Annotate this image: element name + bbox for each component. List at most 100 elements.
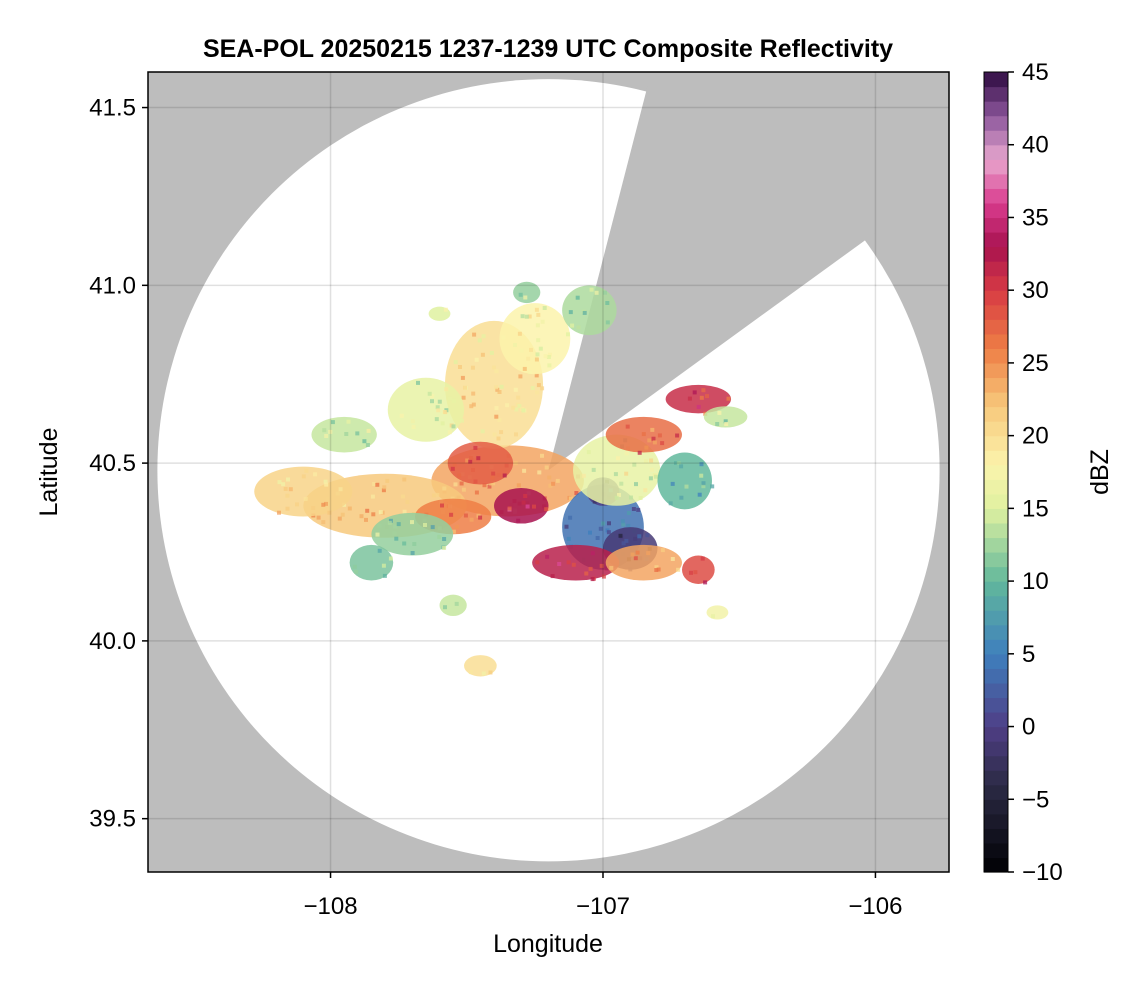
echo-pixel [576, 325, 581, 330]
echo-pixel [656, 567, 661, 572]
echo-pixel [378, 510, 383, 515]
chart-title: SEA-POL 20250215 1237-1239 UTC Composite… [203, 35, 893, 63]
echo-pixel [626, 523, 631, 528]
echo-pixel [474, 490, 479, 495]
echo-pixel [616, 456, 620, 461]
echo-pixel [313, 472, 318, 477]
echo-pixel [598, 526, 603, 531]
echo-pixel [603, 290, 607, 295]
echo-pixel [347, 506, 352, 511]
y-tick-label: 40.5 [89, 450, 136, 477]
colorbar-band [984, 115, 1008, 131]
plot-area [148, 72, 949, 872]
colorbar-band [984, 799, 1008, 815]
echo-pixel [346, 419, 351, 424]
echo-pixel [499, 384, 504, 389]
echo-pixel [548, 352, 552, 357]
colorbar-tick-label: 15 [1022, 495, 1049, 522]
x-axis-label: Longitude [493, 930, 603, 958]
echo-pixel [634, 482, 638, 487]
echo-pixel [710, 484, 715, 489]
echo-pixel [523, 295, 528, 300]
echo-pixel [468, 670, 473, 675]
echo-pixel [324, 501, 328, 506]
colorbar-band [984, 741, 1008, 757]
colorbar-band [984, 72, 1008, 88]
echo-pixel [660, 548, 665, 553]
echo-pixel [385, 478, 390, 483]
echo-pixel [375, 482, 380, 487]
echo-pixel [633, 556, 638, 561]
colorbar-band [984, 188, 1008, 204]
echo-pixel [488, 670, 493, 675]
echo-pixel [641, 432, 646, 437]
echo-pixel [355, 431, 360, 436]
echo-pixel [304, 468, 309, 473]
echo-pixel [514, 432, 518, 437]
echo-pixel [547, 363, 552, 368]
echo-cell [311, 416, 377, 453]
colorbar-tick-label: 35 [1022, 204, 1049, 231]
echo-pixel [570, 323, 575, 328]
echo-pixel [619, 481, 624, 486]
colorbar-band [984, 232, 1008, 248]
echo-pixel [711, 614, 715, 619]
echo-pixel [453, 482, 458, 487]
echo-pixel [624, 471, 629, 476]
echo-pixel [660, 441, 665, 446]
echo-pixel [435, 492, 440, 497]
echo-pixel [575, 295, 580, 300]
echo-pixel [505, 403, 510, 408]
colorbar-band [984, 246, 1008, 262]
echo-pixel [618, 533, 623, 538]
echo-pixel [447, 430, 452, 435]
echo-pixel [692, 390, 697, 395]
reflectivity-echoes [254, 281, 748, 677]
echo-pixel [427, 391, 432, 396]
echo-pixel [613, 472, 618, 477]
echo-pixel [286, 477, 290, 482]
colorbar-band [984, 421, 1008, 437]
echo-pixel [283, 486, 288, 491]
colorbar-band [984, 624, 1008, 640]
echo-pixel [588, 530, 592, 535]
echo-pixel [522, 366, 527, 371]
echo-pixel [521, 408, 526, 413]
echo-pixel [637, 534, 642, 539]
echo-pixel [517, 404, 522, 409]
colorbar-band [984, 755, 1008, 771]
echo-pixel [344, 432, 349, 436]
echo-cell [682, 555, 715, 584]
echo-pixel [381, 563, 386, 568]
echo-pixel [502, 473, 507, 478]
echo-pixel [624, 538, 629, 543]
echo-pixel [496, 436, 501, 441]
echo-pixel [537, 470, 542, 475]
echo-pixel [632, 462, 637, 467]
echo-pixel [434, 417, 439, 422]
echo-pixel [545, 554, 550, 559]
echo-pixel [285, 493, 290, 498]
colorbar-band [984, 857, 1008, 873]
echo-pixel [354, 569, 359, 574]
echo-pixel [469, 456, 474, 460]
echo-pixel [382, 573, 387, 578]
echo-pixel [396, 522, 401, 527]
echo-pixel [699, 462, 704, 467]
echo-cell [447, 441, 514, 485]
y-tick-label: 40.0 [89, 628, 136, 655]
echo-pixel [701, 388, 706, 393]
echo-pixel [564, 524, 569, 529]
echo-pixel [637, 450, 642, 455]
echo-pixel [674, 461, 678, 465]
colorbar-band [984, 304, 1008, 320]
echo-pixel [581, 473, 586, 478]
echo-pixel [499, 430, 504, 435]
echo-cell [494, 488, 549, 524]
echo-pixel [625, 424, 630, 429]
echo-pixel [288, 487, 293, 492]
echo-pixel [717, 410, 722, 415]
echo-pixel [437, 534, 442, 539]
echo-pixel [566, 332, 570, 337]
